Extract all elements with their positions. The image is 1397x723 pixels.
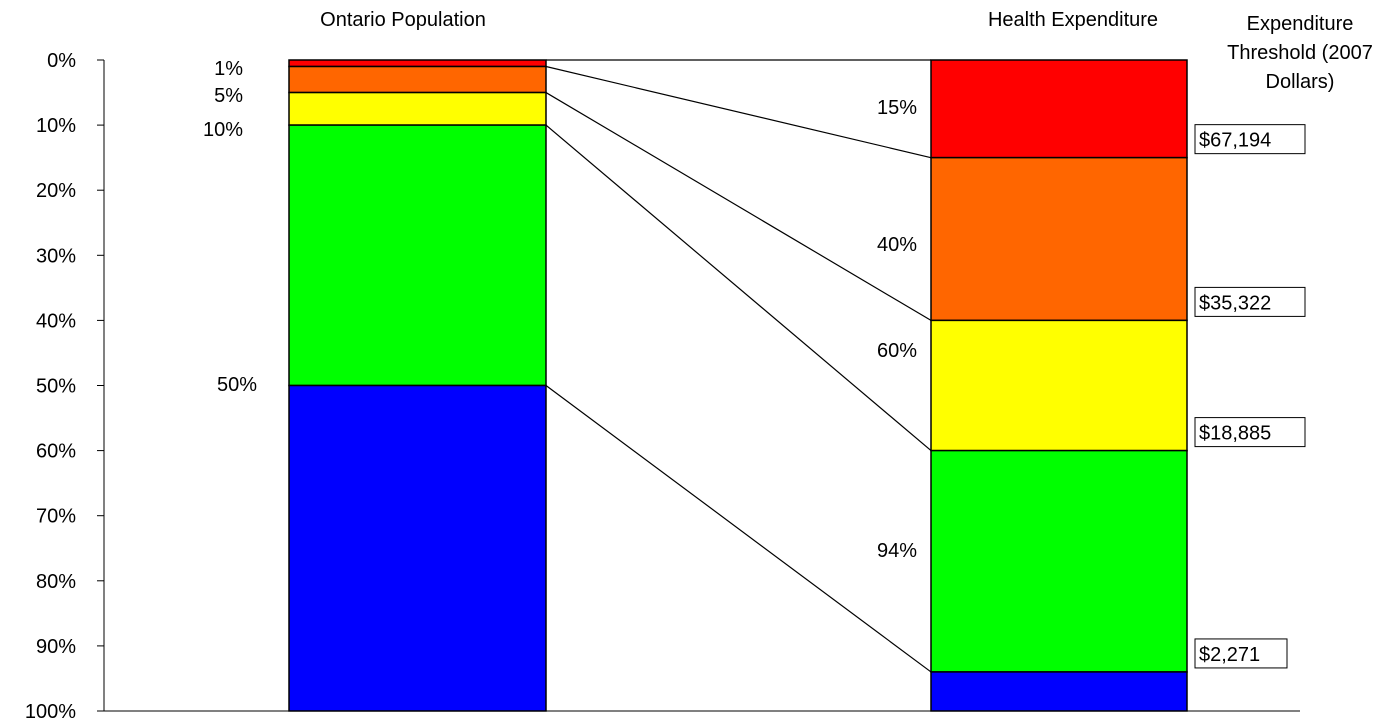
y-tick-label: 50%	[36, 376, 76, 398]
population-label: 1%	[214, 58, 243, 80]
y-axis: 0% 10% 20% 30% 40% 50% 60% 70% 80% 90% 100%	[25, 50, 1300, 723]
y-tick-label: 90%	[36, 636, 76, 658]
threshold-label: $18,885	[1199, 423, 1271, 445]
bar-segment	[288, 65, 547, 94]
bar-segment	[930, 449, 1188, 673]
connector-line	[545, 385, 932, 673]
population-label: 50%	[217, 374, 257, 396]
bar-segment	[930, 156, 1188, 322]
threshold-header: Expenditure Threshold (2007 Dollars)	[1227, 13, 1373, 93]
bar-segment	[288, 59, 547, 68]
connector-line	[545, 124, 932, 452]
y-tick-label: 100%	[25, 701, 76, 723]
y-tick-label: 20%	[36, 180, 76, 202]
category-label: Health Expenditure	[988, 9, 1158, 31]
connector-line	[545, 92, 932, 321]
bars	[288, 59, 1188, 712]
y-tick-label: 0%	[47, 50, 76, 72]
connector-lines	[545, 59, 932, 673]
threshold-box	[1194, 124, 1306, 155]
population-label: 5%	[214, 85, 243, 107]
bar-segment	[930, 59, 1188, 159]
threshold-label: $35,322	[1199, 292, 1271, 314]
y-tick-label: 30%	[36, 245, 76, 267]
y-tick-label: 10%	[36, 115, 76, 137]
bar-segment	[288, 124, 547, 387]
bar-segment	[288, 384, 547, 712]
y-tick-label: 40%	[36, 310, 76, 332]
threshold-box	[1194, 286, 1306, 317]
labels: Ontario Population Health Expenditure Expe…	[203, 9, 1373, 669]
bar-segment	[288, 91, 547, 126]
expenditure-label: 40%	[877, 234, 917, 256]
y-tick-label: 80%	[36, 571, 76, 593]
threshold-box	[1194, 417, 1306, 448]
y-tick-label: 70%	[36, 506, 76, 528]
population-label: 10%	[203, 119, 243, 141]
y-tick-label: 60%	[36, 441, 76, 463]
connector-line	[545, 65, 932, 159]
threshold-label: $2,271	[1199, 644, 1260, 666]
expenditure-label: 60%	[877, 340, 917, 362]
expenditure-label: 15%	[877, 97, 917, 119]
category-label: Ontario Population	[320, 9, 486, 31]
threshold-label: $67,194	[1199, 130, 1271, 152]
bar-segment	[930, 671, 1188, 712]
threshold-box	[1194, 638, 1288, 669]
expenditure-label: 94%	[877, 540, 917, 562]
bar-segment	[930, 319, 1188, 452]
